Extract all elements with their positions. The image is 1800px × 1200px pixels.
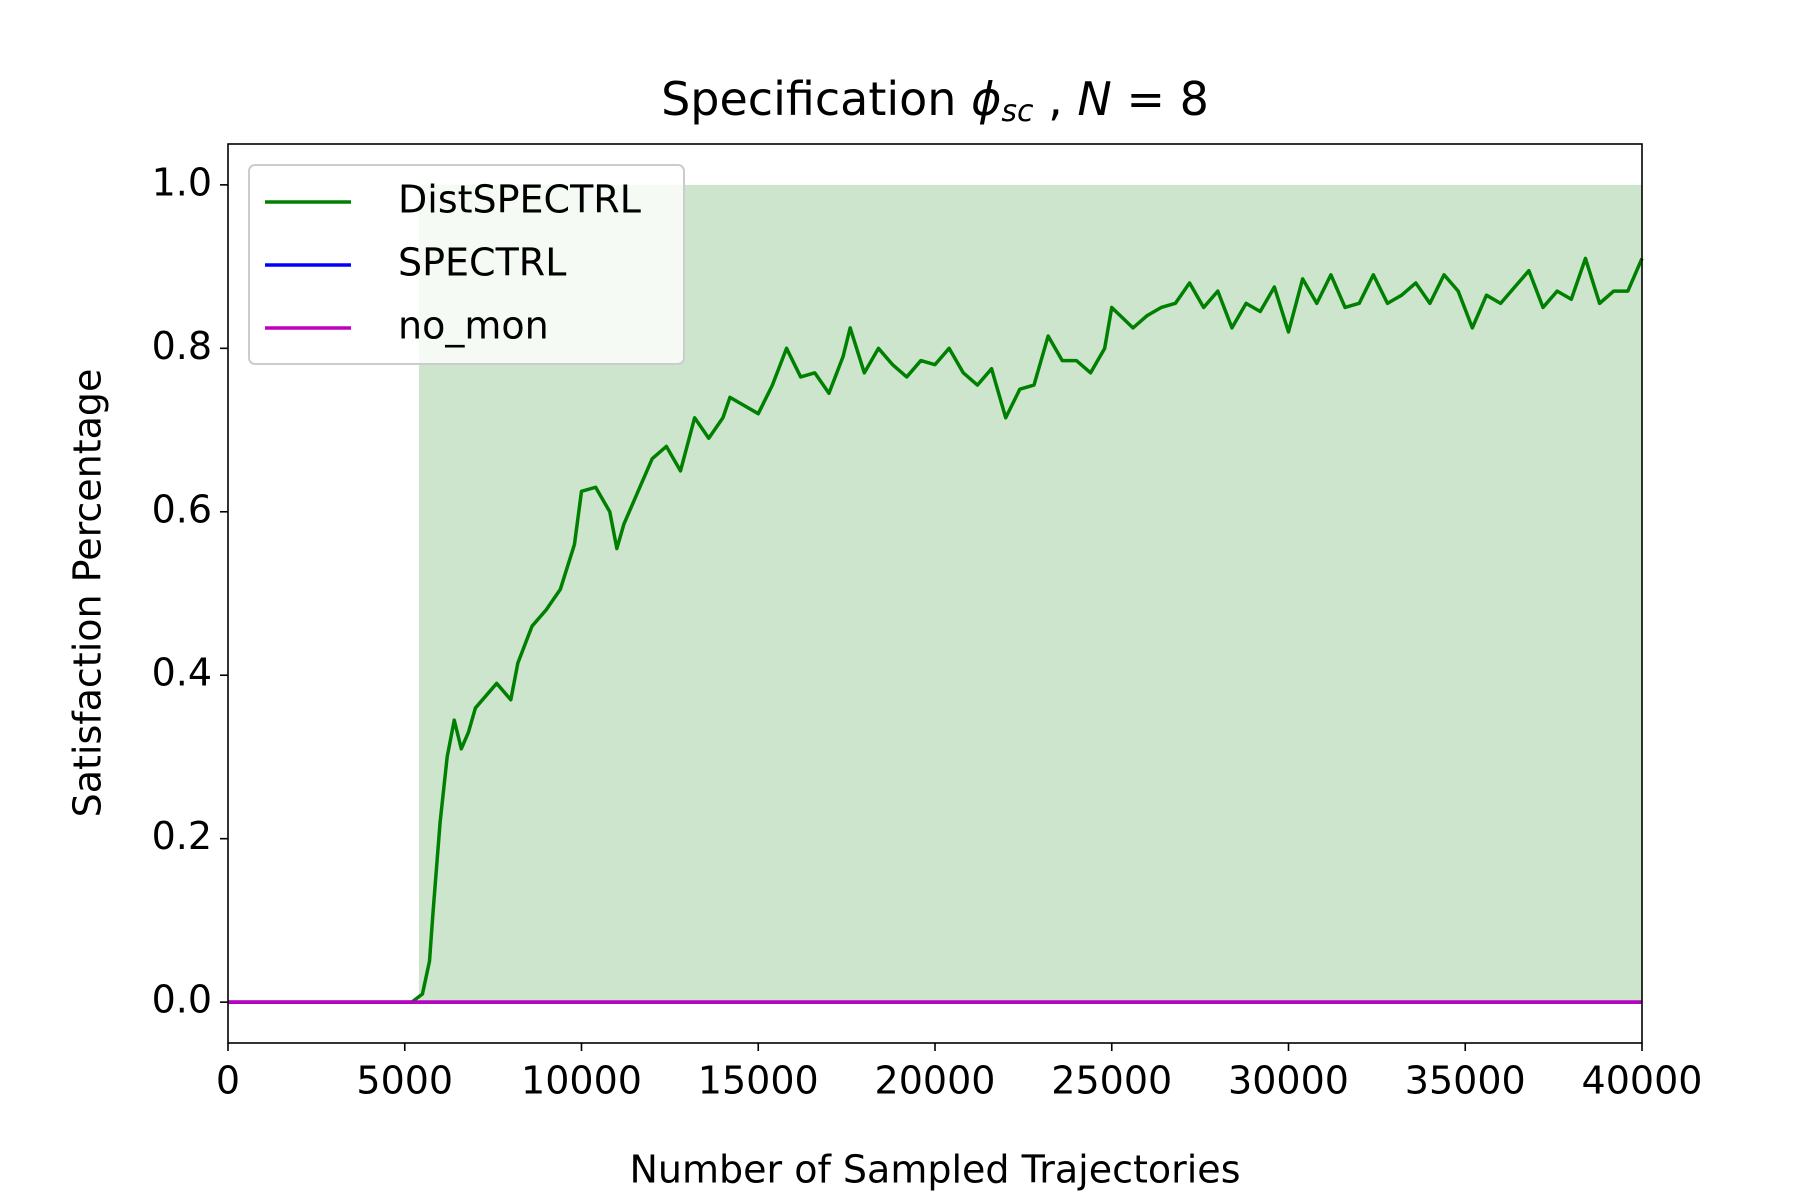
legend-label: no_mon (398, 304, 549, 348)
y-axis-label: Satisfaction Percentage (66, 369, 110, 818)
x-tick-label: 10000 (521, 1059, 642, 1103)
chart-title: Specification ϕsc , N = 8 (661, 72, 1209, 129)
x-tick-label: 35000 (1405, 1059, 1526, 1103)
x-tick-label: 40000 (1582, 1059, 1703, 1103)
y-tick-label: 1.0 (152, 160, 212, 204)
x-tick-label: 30000 (1228, 1059, 1349, 1103)
series-line (228, 256, 1644, 1004)
x-tick-label: 0 (216, 1059, 240, 1103)
legend: DistSPECTRL SPECTRL no_mon (248, 164, 685, 365)
title-symbol: ϕ (971, 72, 1001, 126)
title-subscript: sc (1001, 94, 1034, 129)
legend-label: SPECTRL (398, 241, 566, 285)
y-tick-label: 0.8 (152, 324, 212, 368)
x-axis-label: Number of Sampled Trajectories (630, 1148, 1241, 1192)
band (418, 184, 1642, 1003)
legend-label: DistSPECTRL (398, 178, 641, 222)
title-text: = 8 (1112, 72, 1209, 126)
x-tick-label: 25000 (1051, 1059, 1172, 1103)
y-tick-label: 0.6 (152, 487, 212, 531)
title-variable: N (1077, 72, 1111, 126)
title-text: , (1034, 72, 1078, 126)
x-tick-label: 15000 (698, 1059, 819, 1103)
y-tick-label: 0.4 (152, 651, 212, 695)
y-tick-label: 0.2 (152, 814, 212, 858)
plot-area: 0 5000 10000 15000 20000 25000 30000 35000 40000… (152, 143, 1703, 1103)
x-tick-label: 5000 (356, 1059, 453, 1103)
x-tick-label: 20000 (875, 1059, 996, 1103)
y-tick-label: 0.0 (152, 978, 212, 1022)
title-text: Specification (661, 72, 971, 126)
legend-box (248, 164, 685, 365)
